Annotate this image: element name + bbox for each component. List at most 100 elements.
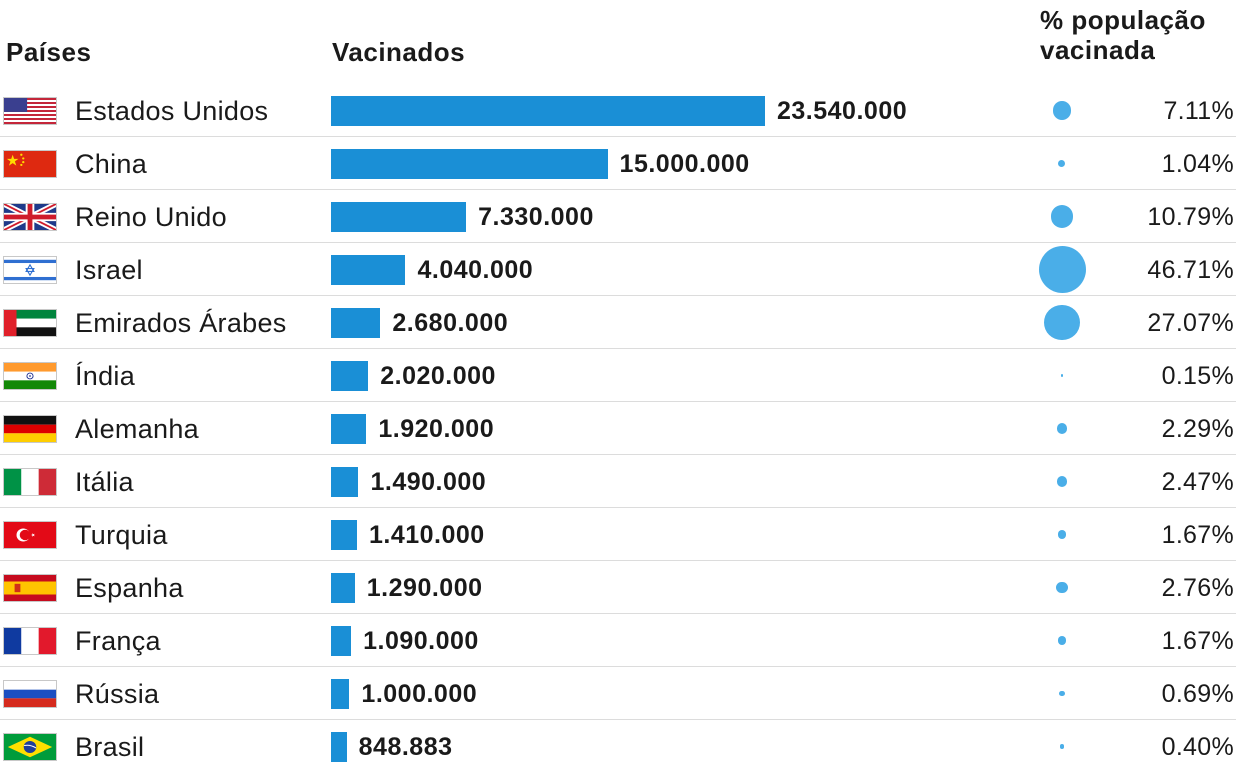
table-row: Israel 4.040.000 46.71%	[0, 243, 1240, 296]
flag-china-icon	[3, 150, 57, 178]
chart-rows: Estados Unidos 23.540.000 7.11% China 15.000…	[0, 84, 1240, 773]
row-divider	[0, 401, 1236, 402]
row-divider	[0, 348, 1236, 349]
pct-vaccinated-dot	[1056, 423, 1068, 434]
row-divider	[0, 613, 1236, 614]
flag-germany-icon	[3, 415, 57, 443]
country-label: Rússia	[75, 679, 160, 709]
table-row: Reino Unido 7.330.000 10.79%	[0, 190, 1240, 243]
table-row: Turquia 1.410.000 1.67%	[0, 508, 1240, 561]
pct-vaccinated-dot	[1056, 476, 1068, 487]
pct-vaccinated-label: 2.29%	[1161, 415, 1234, 443]
countries-header: Países	[6, 37, 92, 67]
vaccinated-bar	[331, 361, 369, 391]
vaccinated-bar	[331, 467, 359, 497]
flag-france-icon	[3, 627, 57, 655]
vaccinated-value-label: 4.040.000	[417, 256, 534, 284]
pct-vaccinated-label: 46.71%	[1147, 256, 1234, 284]
pct-vaccinated-dot	[1059, 690, 1065, 697]
row-divider	[0, 454, 1236, 455]
vaccinated-bar	[331, 149, 608, 179]
table-row: China 15.000.000 1.04%	[0, 137, 1240, 190]
row-divider	[0, 719, 1236, 720]
country-label: França	[75, 626, 161, 656]
vaccinated-value-label: 15.000.000	[619, 150, 750, 178]
flag-uae-icon	[3, 309, 57, 337]
table-row: Itália 1.490.000 2.47%	[0, 455, 1240, 508]
table-row: Estados Unidos 23.540.000 7.11%	[0, 84, 1240, 137]
table-row: Brasil 848.883 0.40%	[0, 720, 1240, 773]
pct-vaccinated-label: 0.69%	[1161, 680, 1234, 708]
vaccinated-value-label: 1.410.000	[368, 521, 485, 549]
pct-vaccinated-label: 0.40%	[1161, 733, 1234, 761]
flag-uk-icon	[3, 203, 57, 231]
vaccinated-value-label: 7.330.000	[478, 203, 594, 231]
pct-vaccinated-dot	[1057, 636, 1067, 645]
pct-vaccinated-label: 0.15%	[1161, 362, 1234, 390]
vaccinated-header: Vacinados	[332, 37, 466, 67]
vaccinated-value-label: 1.490.000	[370, 468, 487, 496]
vaccinated-bar	[331, 573, 355, 603]
vaccinated-bar	[331, 202, 467, 232]
flag-russia-icon	[3, 680, 57, 708]
pct-vaccinated-dot	[1056, 581, 1068, 594]
vaccinated-bar	[331, 520, 357, 550]
vaccinated-value-label: 1.920.000	[378, 415, 495, 443]
pct-vaccinated-dot	[1057, 530, 1067, 539]
country-label: Israel	[75, 255, 143, 285]
row-divider	[0, 507, 1236, 508]
pct-vaccinated-label: 1.67%	[1161, 521, 1234, 549]
country-label: Brasil	[75, 732, 145, 762]
pct-vaccinated-dot	[1060, 374, 1064, 377]
row-divider	[0, 189, 1236, 190]
row-divider	[0, 666, 1236, 667]
country-label: Índia	[75, 361, 136, 391]
vaccinated-value-label: 23.540.000	[777, 97, 908, 125]
pct-vaccinated-dot	[1059, 744, 1065, 749]
country-label: China	[75, 149, 148, 179]
table-row: França 1.090.000 1.67%	[0, 614, 1240, 667]
pct-vaccinated-header: % população vacinada	[1040, 5, 1206, 65]
vaccinated-value-label: 848.883	[358, 733, 453, 761]
table-row: Índia 2.020.000 0.15%	[0, 349, 1240, 402]
flag-israel-icon	[3, 256, 57, 284]
country-label: Estados Unidos	[75, 96, 269, 126]
pct-vaccinated-dot	[1044, 304, 1080, 341]
flag-usa-icon	[3, 97, 57, 125]
pct-vaccinated-label: 2.47%	[1161, 468, 1234, 496]
pct-vaccinated-label: 10.79%	[1147, 203, 1234, 231]
table-row: Alemanha 1.920.000 2.29%	[0, 402, 1240, 455]
row-divider	[0, 242, 1236, 243]
country-label: Turquia	[75, 520, 168, 550]
table-row: Rússia 1.000.000 0.69%	[0, 667, 1240, 720]
country-label: Itália	[75, 467, 134, 497]
flag-india-icon	[3, 362, 57, 390]
flag-brazil-icon	[3, 733, 57, 761]
pct-vaccinated-dot	[1038, 246, 1086, 293]
country-label: Reino Unido	[75, 202, 227, 232]
pct-vaccinated-label: 7.11%	[1163, 97, 1234, 125]
pct-vaccinated-dot	[1052, 101, 1072, 120]
pct-vaccinated-label: 1.67%	[1161, 627, 1234, 655]
pct-vaccinated-label: 2.76%	[1161, 574, 1234, 602]
country-label: Alemanha	[75, 414, 199, 444]
vaccinated-value-label: 1.000.000	[361, 680, 478, 708]
pct-vaccinated-label: 1.04%	[1161, 150, 1234, 178]
vaccinated-bar	[331, 626, 352, 656]
flag-spain-icon	[3, 574, 57, 602]
vaccinated-bar	[331, 96, 765, 126]
vaccinated-value-label: 1.090.000	[363, 627, 479, 655]
row-divider	[0, 295, 1236, 296]
table-row: Emirados Árabes 2.680.000 27.07%	[0, 296, 1240, 349]
pct-vaccinated-dot	[1050, 205, 1074, 228]
vaccinated-value-label: 2.020.000	[380, 362, 496, 390]
vaccinated-value-label: 1.290.000	[366, 574, 483, 602]
flag-italy-icon	[3, 468, 57, 496]
vaccinated-bar	[331, 679, 350, 709]
row-divider	[0, 560, 1236, 561]
vaccinated-bar	[331, 255, 406, 285]
row-divider	[0, 136, 1236, 137]
vaccinated-bar	[331, 308, 381, 338]
country-label: Espanha	[75, 573, 184, 603]
table-row: Espanha 1.290.000 2.76%	[0, 561, 1240, 614]
